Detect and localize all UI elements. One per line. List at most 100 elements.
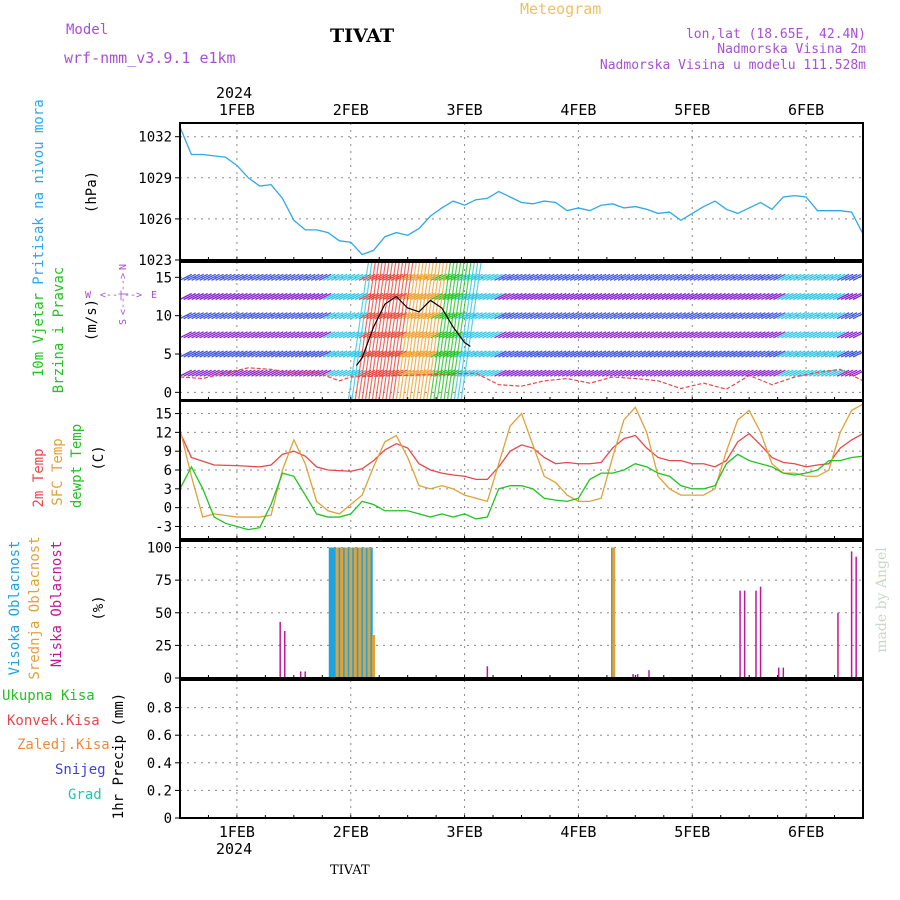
wind-barb [625, 350, 639, 358]
wind-barb [203, 273, 216, 281]
wind-barb [848, 350, 862, 358]
y-tick-label: 0.6 [147, 728, 172, 744]
wind-barb [697, 292, 710, 301]
wind-barb [279, 273, 292, 281]
wind-barb [462, 331, 475, 339]
wind-speed-black-line [355, 295, 471, 366]
wind-barb [382, 369, 396, 377]
wind-barb [689, 369, 702, 377]
wind-barb [773, 331, 786, 339]
wind-barb [306, 312, 320, 320]
wind-barb [279, 292, 292, 301]
wind-barb [713, 292, 726, 301]
wind-barb [338, 331, 352, 339]
model-name: wrf-nmm_v3.9.1 e1km [64, 49, 236, 67]
wind-barb [757, 369, 770, 377]
wind-barb [510, 331, 523, 339]
wind-barb [235, 292, 248, 301]
wind-barb [199, 369, 212, 377]
wind-barb [183, 312, 196, 320]
wind-barb [609, 350, 623, 358]
wind-barb [522, 331, 535, 339]
wind-barb [769, 292, 782, 301]
wind-barb [482, 292, 495, 301]
wind-barb [450, 273, 463, 281]
wind-barb [725, 331, 738, 339]
elevation-label: Nadmorska Visina 2m [717, 42, 866, 57]
wind-barb [390, 331, 404, 339]
wind-barb [294, 331, 308, 339]
wind-barb [426, 292, 440, 301]
wind-barb [207, 312, 220, 320]
wind-barb [597, 273, 611, 281]
wind-barb [753, 273, 766, 281]
wind-barb [286, 292, 300, 301]
y-tick-label: 0.2 [147, 783, 172, 799]
wind-barb [593, 312, 607, 320]
wind-barb [251, 273, 264, 281]
x-tick-label-top: 1FEB [219, 101, 255, 119]
wind-barb [605, 292, 619, 301]
wind-barb [816, 312, 830, 320]
wind-barb [180, 292, 192, 301]
wind-barb [709, 292, 722, 301]
wind-barb [322, 312, 336, 320]
wind-barb [338, 273, 352, 281]
wind-barb [765, 369, 778, 377]
wind-barb [378, 350, 392, 358]
wind-barb [581, 292, 595, 301]
wind-barb [223, 273, 236, 281]
wind-barb [848, 273, 862, 281]
wind-barb [541, 350, 555, 358]
wind-barb [561, 273, 575, 281]
wind-barb [745, 292, 758, 301]
wind-barb [561, 312, 575, 320]
wind-barb [613, 312, 627, 320]
wind-barb [338, 292, 352, 301]
wind-barb [334, 312, 348, 320]
wind-barb [553, 331, 567, 339]
wind-barb [828, 369, 842, 377]
wind-barb [769, 273, 782, 281]
wind-barb [306, 369, 320, 377]
wind-barb [486, 312, 499, 320]
wind-barb [271, 292, 284, 301]
wind-barb [426, 350, 440, 358]
wind-barb [852, 274, 863, 281]
wind-barb [474, 350, 487, 358]
wind-barb [553, 292, 567, 301]
wind-barb [235, 273, 248, 281]
wind-barb [709, 331, 722, 339]
wind-barb [326, 331, 340, 339]
x-tick-label-bottom: 2FEB [333, 823, 369, 841]
wind-barb [247, 331, 260, 339]
wind-barb [322, 350, 336, 358]
wind-barb [741, 369, 754, 377]
panel-frame [179, 261, 864, 401]
wind-barb [290, 312, 304, 320]
wind-barb [689, 350, 702, 358]
wind-barb [490, 292, 503, 301]
wind-barb [733, 292, 746, 301]
pressure-panel: 1023 1026 1029 1032 [138, 122, 864, 269]
wind-barb [812, 273, 826, 281]
wind-barb [577, 273, 591, 281]
wind-barb [788, 369, 802, 377]
wind-barb [729, 273, 742, 281]
wind-barb [685, 312, 698, 320]
wind-barb [649, 292, 663, 301]
wind-barb [613, 273, 627, 281]
wind-barb [530, 369, 543, 377]
wind-barb [848, 312, 862, 320]
wind-barb [788, 273, 802, 281]
wind-barb [800, 292, 814, 301]
wind-barb-storm [446, 262, 469, 400]
wind-barb [717, 273, 730, 281]
wind-barb [474, 369, 487, 377]
wind-barb [848, 331, 862, 339]
panel-frame [179, 540, 864, 679]
y-tick-label: 9 [164, 444, 172, 460]
wind-barb [757, 273, 770, 281]
wind-barb [753, 350, 766, 358]
2m Temp-line [180, 432, 863, 481]
